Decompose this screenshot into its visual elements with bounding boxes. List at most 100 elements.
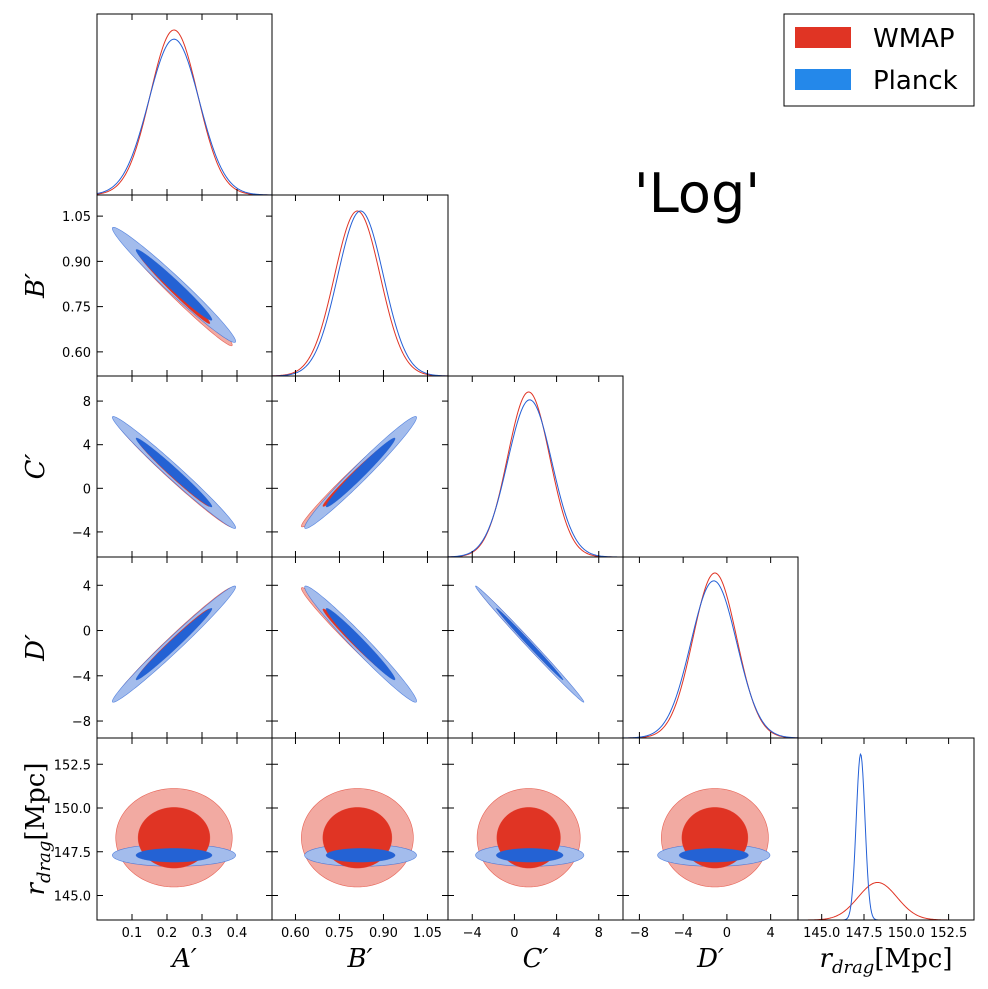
axis-label-B: B′ [21, 273, 51, 299]
y-tick-label-C: 8 [83, 395, 91, 410]
panel-content [798, 752, 974, 920]
axis-label-B: B′ [346, 944, 372, 974]
x-tick-label-B: 0.60 [281, 926, 310, 941]
y-tick-label-B: 0.90 [62, 255, 91, 270]
y-tick-label-D: 4 [83, 579, 91, 594]
panel-content [623, 572, 798, 738]
panel-B-r [271, 737, 449, 921]
x-tick-label-A: 0.2 [157, 926, 178, 941]
panel-content [475, 585, 585, 703]
panel-r-r [797, 737, 975, 921]
x-tick-label-C: 8 [595, 926, 603, 941]
panel-frame [447, 375, 624, 558]
chart-title: 'Log' [634, 162, 760, 225]
panel-content [272, 210, 448, 376]
y-tick-label-C: 0 [83, 482, 91, 497]
contour-inner-planck-B-r [325, 848, 396, 863]
panel-content [475, 788, 585, 888]
marginal-curve-planck-C [448, 399, 623, 557]
panel-C-C [447, 375, 624, 558]
panel-A-B [96, 194, 273, 377]
x-tick-label-r: 152.5 [930, 926, 967, 941]
contour-inner-planck-A-r [135, 848, 213, 863]
legend-label-planck: Planck [873, 66, 958, 96]
y-tick-label-B: 0.60 [62, 346, 91, 361]
contour-inner-planck-C-D [496, 608, 564, 681]
x-tick-label-A: 0.4 [227, 926, 248, 941]
x-tick-label-r: 150.0 [888, 926, 925, 941]
axis-label-C: C′ [523, 944, 549, 974]
panel-frame [96, 556, 273, 739]
y-tick-label-r: 145.0 [54, 890, 91, 905]
x-tick-label-D: −4 [674, 926, 693, 941]
y-tick-label-D: −4 [72, 670, 91, 685]
y-tick-label-D: −8 [72, 715, 91, 730]
y-tick-label-r: 150.0 [54, 802, 91, 817]
panel-content [448, 391, 623, 557]
panel-B-D [271, 556, 449, 739]
x-tick-label-B: 0.75 [325, 926, 354, 941]
panel-content [112, 585, 236, 703]
contour-inner-planck-B-C [325, 437, 396, 508]
panel-frame [271, 194, 449, 377]
panel-content [112, 788, 236, 888]
axis-label-r: rdrag[Mpc] [820, 944, 953, 978]
x-tick-label-C: 0 [510, 926, 518, 941]
contour-inner-planck-A-D [135, 608, 213, 681]
axis-label-D: D′ [696, 944, 724, 974]
marginal-curve-wmap-B [272, 210, 448, 376]
panel-content [657, 788, 771, 888]
x-tick-label-D: 4 [767, 926, 775, 941]
axis-label-D: D′ [21, 634, 51, 662]
y-tick-label-C: −4 [72, 526, 91, 541]
panel-content [112, 227, 236, 347]
y-tick-label-B: 0.75 [62, 301, 91, 316]
marginal-curve-planck-B [272, 210, 448, 376]
panel-frame [96, 13, 273, 196]
contour-inner-planck-D-r [678, 848, 749, 863]
x-tick-label-D: −8 [630, 926, 649, 941]
x-tick-label-A: 0.3 [192, 926, 213, 941]
x-tick-label-B: 1.05 [413, 926, 442, 941]
axis-label-r: rdrag[Mpc] [21, 763, 55, 896]
panel-frame [797, 737, 975, 921]
panel-content [301, 788, 417, 888]
x-tick-label-r: 147.5 [845, 926, 882, 941]
axis-label-C: C′ [21, 454, 51, 480]
panel-D-D [622, 556, 799, 739]
legend: WMAP Planck [783, 13, 975, 107]
panel-A-C [96, 375, 273, 558]
panel-B-C [271, 375, 449, 558]
contour-inner-planck-A-B [135, 249, 213, 321]
y-tick-label-r: 147.5 [54, 846, 91, 861]
contour-inner-planck-C-r [496, 848, 564, 863]
legend-label-wmap: WMAP [873, 24, 955, 54]
y-tick-label-D: 0 [83, 625, 91, 640]
legend-swatch-planck [795, 69, 851, 90]
panel-A-r [96, 737, 273, 921]
x-tick-label-D: 0 [723, 926, 731, 941]
panel-C-r [447, 737, 624, 921]
panel-content [97, 29, 272, 195]
x-tick-label-A: 0.1 [122, 926, 143, 941]
x-tick-label-B: 0.90 [369, 926, 398, 941]
x-tick-label-C: −4 [463, 926, 482, 941]
marginal-curve-planck-r [798, 752, 974, 920]
y-tick-label-B: 1.05 [62, 210, 91, 225]
axis-label-A: A′ [170, 944, 197, 974]
y-tick-label-C: 4 [83, 439, 91, 454]
y-tick-label-r: 152.5 [54, 758, 91, 773]
axis-labels-layer: A′ B′ B′ C′ C′ D′ D′ rdrag[Mpc] rdrag[Mpc] [21, 273, 952, 978]
panels-layer [96, 13, 975, 921]
contour-inner-planck-A-C [135, 437, 213, 508]
x-tick-label-r: 145.0 [803, 926, 840, 941]
marginal-curve-wmap-A [97, 29, 272, 195]
contour-inner-planck-B-D [325, 608, 396, 681]
panel-A-A [96, 13, 273, 196]
marginal-curve-wmap-C [448, 391, 623, 557]
x-tick-label-C: 4 [552, 926, 560, 941]
marginal-curve-wmap-r [798, 881, 974, 920]
panel-frame [96, 375, 273, 558]
panel-A-D [96, 556, 273, 739]
